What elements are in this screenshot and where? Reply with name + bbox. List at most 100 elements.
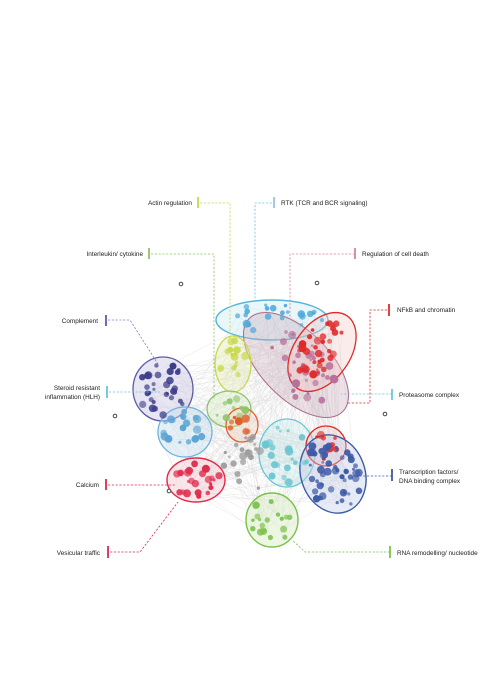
network-node (235, 313, 241, 319)
isolated-node (178, 281, 184, 287)
network-edge (195, 436, 253, 440)
network-edge (283, 375, 290, 478)
network-node (264, 303, 268, 307)
network-node (250, 327, 257, 334)
network-node (151, 382, 156, 387)
network-node (176, 368, 181, 373)
network-edge (175, 374, 290, 393)
network-node (248, 454, 254, 461)
network-edge (187, 383, 297, 473)
network-node (302, 365, 310, 374)
network-edge (245, 409, 313, 480)
network-node (148, 397, 154, 403)
network-node (335, 468, 340, 473)
network-node (188, 477, 195, 485)
network-edge (194, 463, 279, 515)
network-node (308, 475, 316, 483)
network-node (208, 485, 214, 491)
network-node (316, 362, 323, 369)
network-node (139, 374, 146, 381)
network-node (307, 448, 315, 457)
network-node (307, 310, 314, 317)
network-node (254, 513, 261, 520)
network-node (330, 325, 336, 332)
network-edge (163, 365, 236, 434)
network-node (236, 478, 243, 485)
network-node (217, 364, 225, 372)
leader-rtk (254, 202, 272, 302)
network-edge (285, 331, 294, 392)
network-node (230, 352, 234, 357)
network-edge (264, 357, 331, 531)
network-node (154, 371, 162, 379)
network-node (335, 501, 339, 505)
network-node (309, 370, 318, 379)
label-actin-regulation: Actin regulation (148, 200, 192, 207)
network-node (282, 534, 288, 540)
leader-vesicular (110, 501, 179, 553)
network-edge (180, 437, 197, 473)
network-node (247, 436, 254, 443)
network-edge (326, 378, 334, 449)
network-node (285, 310, 290, 314)
network-node (286, 429, 290, 433)
network-edge (186, 464, 275, 494)
network-edge (317, 480, 345, 482)
network-node (333, 464, 338, 470)
network-node (144, 384, 150, 390)
network-edge (163, 432, 212, 488)
network-edge (188, 305, 286, 482)
network-edge (309, 336, 317, 499)
network-node (254, 447, 258, 451)
network-node (240, 459, 247, 466)
network-node (298, 461, 302, 465)
network-edge (248, 453, 265, 531)
network-edge (147, 375, 297, 384)
network-edge (248, 324, 272, 456)
network-node (241, 414, 250, 423)
network-node (312, 379, 319, 387)
network-node (284, 464, 291, 472)
network-node (256, 447, 264, 455)
network-node (185, 466, 194, 475)
network-node (215, 413, 219, 417)
network-node (209, 475, 215, 482)
label-vesicular: Vesicular traffic (57, 550, 101, 557)
network-node (316, 431, 325, 439)
network-edge (271, 448, 328, 502)
network-node (344, 449, 351, 456)
network-node (234, 364, 238, 368)
network-node (298, 434, 306, 441)
network-node (227, 455, 231, 459)
network-node (325, 460, 333, 467)
network-node (343, 468, 349, 475)
network-node (231, 406, 236, 410)
network-node (253, 442, 257, 446)
isolated-node (382, 411, 388, 417)
network-node (186, 480, 190, 483)
network-node (275, 425, 280, 430)
network-node (312, 495, 321, 503)
network-edge (224, 353, 312, 404)
network-edge (163, 432, 180, 493)
network-node (279, 315, 285, 321)
network-node (267, 534, 273, 541)
network-node (169, 362, 177, 370)
network-edge (227, 351, 241, 422)
network-node (166, 367, 174, 376)
network-node (280, 525, 288, 533)
leader-cell-death (289, 253, 355, 318)
network-node (243, 304, 250, 310)
network-node (270, 345, 274, 350)
network-edge (333, 354, 343, 458)
network-edge (154, 408, 282, 519)
network-node (252, 501, 260, 509)
network-node (310, 344, 314, 348)
network-node (304, 459, 309, 465)
network-edge (184, 347, 316, 412)
isolated-node (166, 488, 172, 494)
network-edge (223, 328, 334, 466)
network-edge (168, 438, 224, 466)
network-edge (337, 465, 356, 503)
